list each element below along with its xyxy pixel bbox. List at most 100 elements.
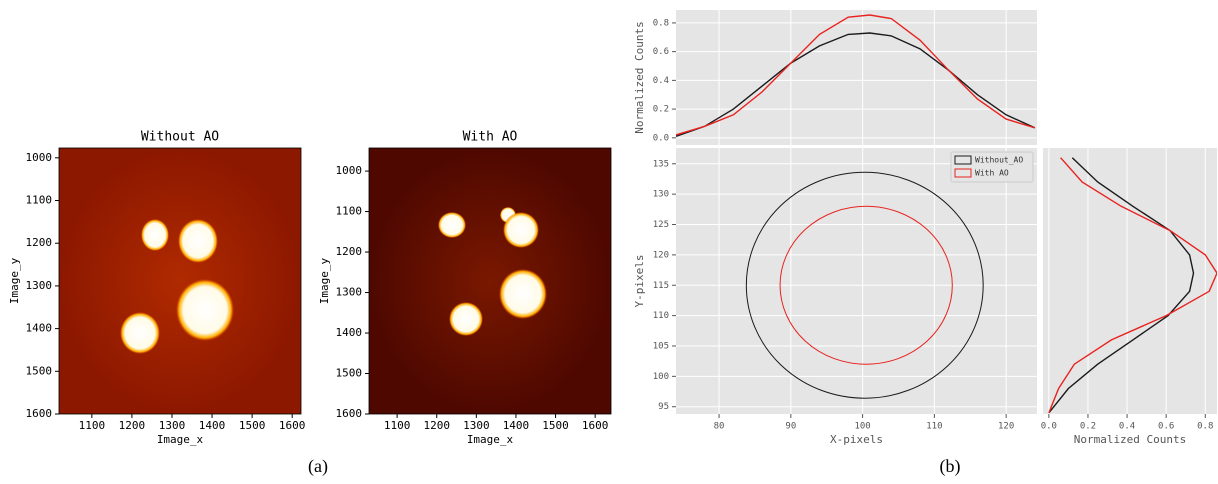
x-axis-label: Normalized Counts [1074, 433, 1187, 446]
y-tick-label: 1500 [336, 367, 363, 380]
frame [58, 147, 302, 415]
y-tick-label: 1200 [336, 245, 363, 258]
series-line [676, 14, 1036, 136]
chart: 1000 1100 1200 1300 1400 1500 1600 1100 1200 1300… [318, 130, 612, 446]
y-tick-label: 1300 [336, 286, 363, 299]
y-tick-label: 1100 [26, 194, 53, 207]
y-tick-label: 100 [653, 372, 669, 382]
chart: 95 100 105 110 115 120 125 130 135 80 90 100 110 120 X… [633, 148, 1037, 446]
y-axis-label: Normalized Counts [633, 21, 646, 134]
legend-swatch [954, 155, 972, 165]
plot-area [745, 171, 984, 399]
y-tick-label: 115 [653, 281, 669, 291]
y-tick-label: 1300 [26, 279, 53, 292]
x-tick-label: 0.8 [1197, 422, 1213, 432]
chart: 0.0 0.2 0.4 0.6 0.8 Normalized Counts [1041, 148, 1217, 446]
spot [438, 212, 466, 238]
x-axis-label: Image_x [157, 433, 204, 446]
x-tick-label: 0.6 [1158, 422, 1174, 432]
y-tick-label: 1500 [26, 364, 53, 377]
y-tick-label: 1100 [336, 205, 363, 218]
legend: Without_AO With AO [950, 151, 1034, 183]
spot [499, 269, 547, 319]
y-tick-label: 135 [653, 159, 669, 169]
y-tick-label: 1400 [26, 322, 53, 335]
x-tick-label: 1200 [423, 419, 450, 432]
y-tick-label: 1600 [26, 407, 53, 420]
x-tick-label: 0.4 [1119, 422, 1135, 432]
x-tick-label: 1100 [384, 419, 411, 432]
y-tick-label: 0.4 [653, 76, 669, 86]
y-tick-label: 0.8 [653, 18, 669, 28]
spot [120, 312, 160, 354]
chart-title: With AO [463, 130, 518, 145]
y-tick-label: 0.0 [653, 133, 669, 143]
y-axis-label: Image_y [318, 257, 331, 304]
chart: 1000 1100 1200 1300 1400 1500 1600 1100 1200 1300… [8, 130, 305, 447]
x-tick-label: 120 [998, 422, 1014, 432]
image-with-ao [369, 148, 611, 414]
y-tick-label: 1400 [336, 326, 363, 339]
y-tick-label: 1000 [336, 164, 363, 177]
caption: (b) [940, 456, 961, 477]
y-tick-label: 0.6 [653, 47, 669, 57]
spot [176, 279, 234, 341]
y-tick-label: 95 [658, 402, 669, 412]
x-tick-label: 1100 [79, 419, 106, 432]
y-tick-label: 110 [653, 311, 669, 321]
series-line [1048, 157, 1195, 414]
legend-swatch [954, 168, 972, 178]
y-tick-label: 0.2 [653, 105, 669, 115]
plot-background [1043, 148, 1217, 414]
ellipse [745, 171, 984, 399]
x-tick-label: 100 [854, 422, 870, 432]
image-without-ao [59, 148, 301, 414]
caption: (a) [308, 456, 328, 477]
spot [141, 219, 169, 251]
series-line [676, 32, 1036, 138]
y-tick-label: 130 [653, 190, 669, 200]
x-tick-label: 90 [785, 422, 796, 432]
frame [368, 147, 612, 415]
y-tick-label: 120 [653, 250, 669, 260]
plot-background [676, 10, 1037, 145]
y-tick-label: 1000 [26, 151, 53, 164]
x-axis-label: X-pixels [830, 433, 883, 446]
series-line [1048, 157, 1217, 414]
x-tick-label: 1600 [582, 419, 609, 432]
spot [449, 302, 483, 336]
ellipse [779, 205, 953, 365]
spot [178, 219, 218, 263]
x-axis-label: Image_x [467, 433, 514, 446]
plot-background [676, 148, 1037, 414]
chart-title: Without AO [141, 130, 219, 145]
x-tick-label: 1500 [239, 419, 266, 432]
y-tick-label: 105 [653, 341, 669, 351]
spot [503, 212, 539, 248]
legend-label: With AO [975, 169, 1009, 178]
chart: 0.0 0.2 0.4 0.6 0.8 Normalized Counts [633, 10, 1037, 145]
y-tick-label: 1200 [26, 236, 53, 249]
plot-area [676, 14, 1036, 138]
x-tick-label: 110 [926, 422, 942, 432]
x-tick-label: 1300 [463, 419, 490, 432]
x-tick-label: 1600 [279, 419, 306, 432]
x-tick-label: 1300 [159, 419, 186, 432]
y-axis-label: Y-pixels [633, 255, 646, 308]
x-tick-label: 0.0 [1041, 422, 1057, 432]
image-background [369, 148, 611, 414]
x-tick-label: 80 [714, 422, 725, 432]
image-background [59, 148, 301, 414]
y-tick-label: 125 [653, 220, 669, 230]
plot-area [1048, 157, 1217, 414]
x-tick-label: 1400 [199, 419, 226, 432]
x-tick-label: 1400 [503, 419, 530, 432]
legend-label: Without_AO [975, 156, 1023, 165]
y-axis-label: Image_y [8, 257, 21, 304]
y-tick-label: 1600 [336, 407, 363, 420]
x-tick-label: 1500 [542, 419, 569, 432]
x-tick-label: 0.2 [1080, 422, 1096, 432]
x-tick-label: 1200 [119, 419, 146, 432]
